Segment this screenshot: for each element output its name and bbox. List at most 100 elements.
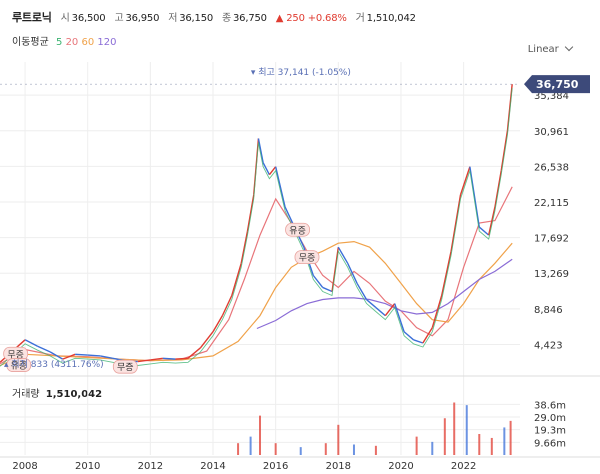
volume-bar bbox=[415, 436, 418, 455]
price-segment bbox=[375, 307, 386, 317]
current-price-tag bbox=[524, 75, 590, 94]
price-segment bbox=[231, 263, 242, 296]
volume-tick-label: 9.66m bbox=[534, 438, 566, 449]
event-label: 유증 bbox=[289, 225, 306, 236]
ma-60-line bbox=[0, 240, 513, 367]
volume-bar bbox=[274, 443, 277, 455]
price-segment bbox=[441, 251, 452, 296]
price-segment bbox=[137, 359, 151, 363]
price-segment bbox=[366, 299, 377, 309]
x-tick-label: 2008 bbox=[12, 461, 37, 472]
x-tick-label: 2020 bbox=[388, 461, 413, 472]
volume-bar bbox=[431, 441, 434, 455]
ma-5-line bbox=[0, 88, 513, 367]
volume-bar bbox=[490, 437, 493, 455]
price-segment bbox=[187, 347, 201, 359]
ma-20-label[interactable]: 20 bbox=[65, 37, 79, 48]
x-tick-label: 2014 bbox=[200, 461, 225, 472]
volume-bar bbox=[324, 443, 327, 455]
close-value: 36,750 bbox=[233, 13, 267, 24]
x-tick-label: 2018 bbox=[326, 461, 351, 472]
price-segment bbox=[262, 162, 271, 176]
price-segment bbox=[175, 357, 188, 360]
price-segment bbox=[199, 331, 214, 349]
volume-bar bbox=[503, 427, 506, 455]
low-value: 36,150 bbox=[179, 13, 214, 24]
price-segment bbox=[459, 166, 471, 196]
price-segment bbox=[478, 226, 490, 236]
close-label: 종 bbox=[222, 13, 232, 24]
volume-bar bbox=[259, 415, 261, 455]
price-segment bbox=[347, 263, 358, 284]
volume-label: 거 bbox=[355, 13, 365, 24]
event-badge bbox=[6, 358, 32, 372]
price-segment bbox=[100, 355, 113, 359]
price-segment bbox=[356, 283, 368, 300]
price-segment bbox=[469, 166, 480, 228]
price-segment bbox=[487, 206, 496, 236]
y-tick-label: 30,961 bbox=[534, 127, 569, 138]
x-tick-label: 2010 bbox=[75, 461, 100, 472]
ma-60-label[interactable]: 60 bbox=[81, 37, 95, 48]
x-tick-label: 2022 bbox=[451, 461, 476, 472]
price-segment bbox=[431, 295, 443, 328]
price-segment bbox=[450, 194, 462, 252]
price-segment bbox=[49, 351, 64, 360]
event-label: 무증 bbox=[7, 349, 24, 360]
event-badge bbox=[294, 250, 320, 265]
volume-panel-label: 거래량 bbox=[12, 389, 40, 400]
ma-5-label[interactable]: 5 bbox=[56, 37, 63, 48]
y-tick-label: 26,538 bbox=[534, 162, 569, 173]
event-badge bbox=[112, 359, 138, 374]
event-label: 무증 bbox=[117, 362, 134, 373]
price-segment bbox=[337, 246, 349, 264]
volume-title: 거래량 1,510,042 bbox=[12, 385, 102, 400]
price-segment bbox=[268, 166, 277, 176]
quote-bar: 루트로닉 시 36,500 고 36,950 저 36,150 종 36,750 ▲ 2… bbox=[12, 9, 422, 25]
price-segment bbox=[240, 230, 249, 264]
volume-bar bbox=[337, 424, 340, 455]
open-label: 시 bbox=[60, 13, 70, 24]
ma-120-label[interactable]: 120 bbox=[97, 37, 117, 48]
price-segment bbox=[37, 345, 51, 353]
price-segment bbox=[75, 353, 88, 356]
price-segment bbox=[212, 315, 224, 333]
x-tick-label: 2012 bbox=[138, 461, 163, 472]
volume-bar bbox=[465, 405, 468, 455]
price-segment bbox=[500, 130, 509, 171]
y-tick-label: 8,846 bbox=[534, 305, 563, 316]
price-segment bbox=[322, 286, 333, 293]
scale-button[interactable]: Linear bbox=[527, 44, 559, 55]
open-value: 36,500 bbox=[71, 13, 106, 24]
volume-bar bbox=[443, 418, 446, 455]
price-segment bbox=[221, 295, 233, 316]
price-segment bbox=[422, 327, 433, 344]
price-segment bbox=[312, 274, 324, 288]
change-value: ▲ 250 +0.68% bbox=[275, 13, 347, 24]
low-annotation: ▴ 최저 833 (4311.76%) bbox=[4, 359, 104, 370]
price-segment bbox=[24, 339, 38, 347]
volume-tick-label: 29.0m bbox=[534, 413, 566, 424]
ma-120-line bbox=[256, 258, 513, 330]
price-segment bbox=[331, 247, 340, 292]
price-segment bbox=[150, 357, 163, 361]
high-annotation: ▾ 최고 37,141 (-1.05%) bbox=[251, 67, 351, 78]
moving-average-label: 이동평균 bbox=[12, 37, 49, 48]
volume-tick-label: 38.6m bbox=[534, 400, 566, 411]
ma-20-line bbox=[0, 186, 513, 365]
volume-bar bbox=[478, 434, 481, 455]
event-label: 무증 bbox=[299, 253, 316, 264]
y-tick-label: 13,269 bbox=[534, 269, 569, 280]
price-segment bbox=[274, 166, 286, 208]
y-tick-label: 35,384 bbox=[534, 91, 569, 102]
y-tick-label: 22,115 bbox=[534, 198, 569, 209]
price-segment bbox=[162, 357, 176, 360]
y-tick-label: 17,692 bbox=[534, 234, 569, 245]
price-segment bbox=[413, 339, 424, 344]
scale-toggle[interactable]: Linear bbox=[527, 42, 574, 55]
moving-average-legend: 이동평균 5 20 60 120 bbox=[12, 33, 117, 48]
volume-tick-label: 19.3m bbox=[534, 426, 566, 437]
price-segment bbox=[494, 170, 502, 208]
price-segment bbox=[384, 303, 396, 317]
